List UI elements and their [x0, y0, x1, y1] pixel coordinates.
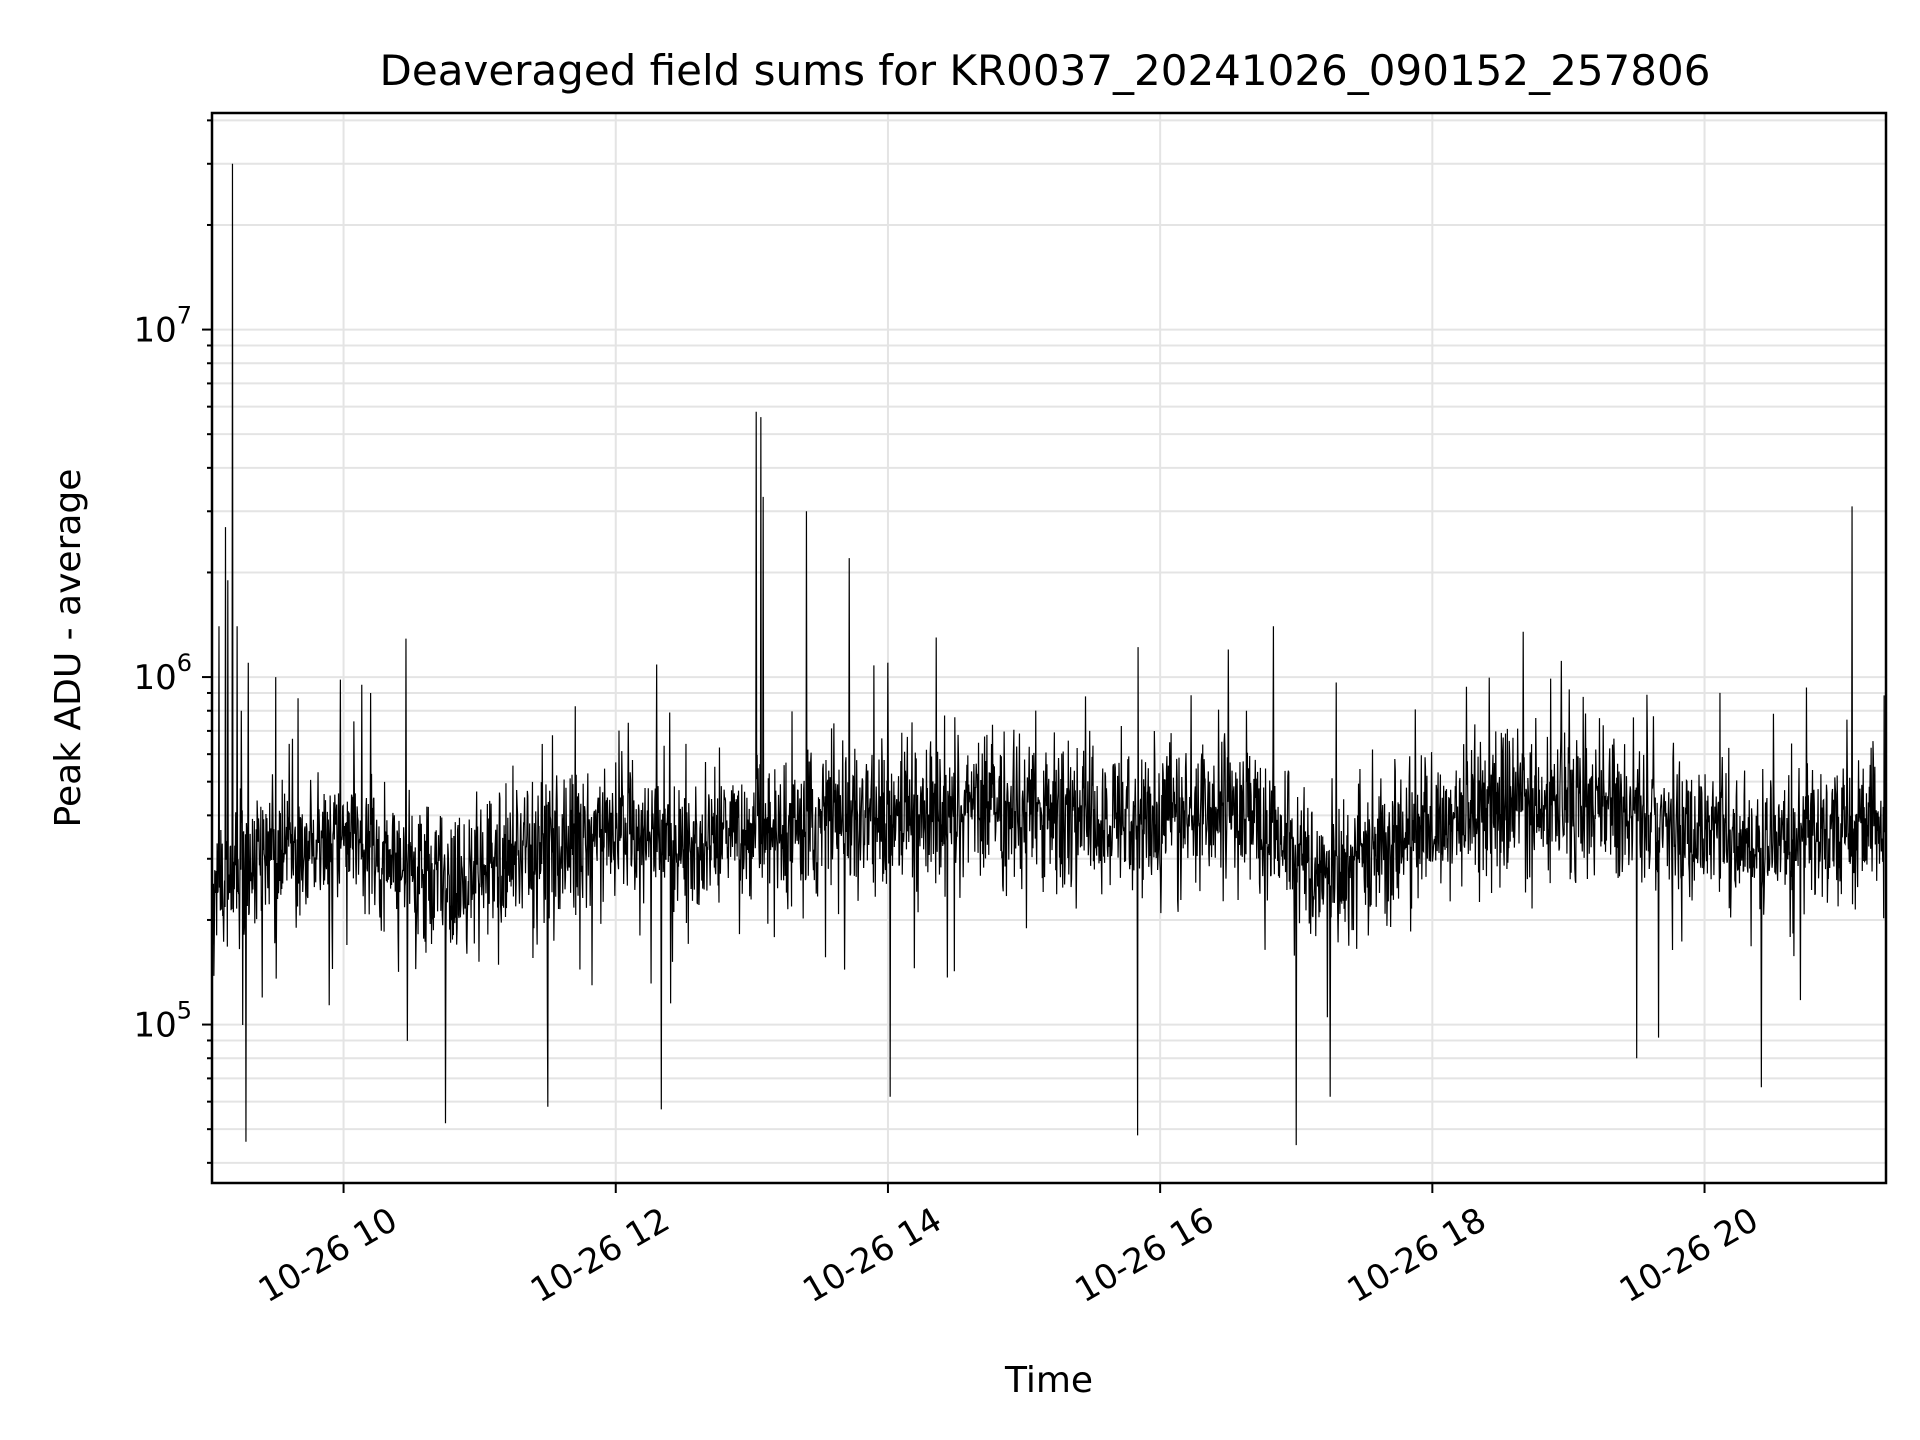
- y-tick-label: 105: [133, 997, 192, 1046]
- y-axis: 105 106 107: [133, 119, 212, 1164]
- x-axis-label: Time: [1004, 1360, 1093, 1401]
- y-tick-label: 107: [133, 302, 192, 351]
- series-line: [211, 163, 1887, 1146]
- chart-title: Deaveraged field sums for KR0037_2024102…: [380, 46, 1711, 95]
- series-layer: [211, 163, 1887, 1146]
- plot-frame: [210, 111, 1888, 1185]
- y-tick-label: 106: [133, 649, 192, 698]
- y-axis-label: Peak ADU - average: [48, 469, 89, 828]
- grid-layer: [212, 113, 1886, 1183]
